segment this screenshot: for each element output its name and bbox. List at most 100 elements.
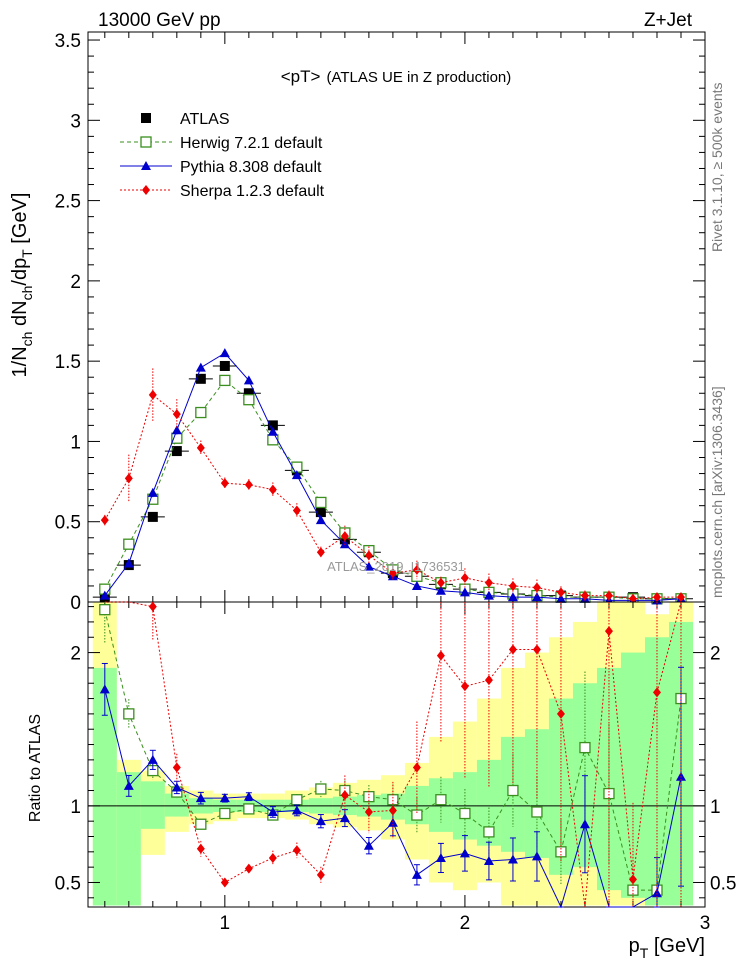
main-point bbox=[459, 587, 470, 597]
main-point bbox=[268, 484, 277, 495]
ratio-series-0 bbox=[99, 602, 687, 907]
ratio-point bbox=[339, 813, 350, 823]
main-point bbox=[435, 585, 446, 595]
main-point bbox=[123, 558, 134, 568]
main-point bbox=[364, 550, 373, 561]
legend-item: Pythia 8.308 default bbox=[120, 159, 322, 176]
main-point bbox=[292, 505, 301, 516]
main-point bbox=[124, 473, 133, 484]
main-ytick-label: 3.5 bbox=[55, 31, 81, 52]
ratio-point bbox=[507, 854, 518, 864]
main-point bbox=[267, 426, 278, 436]
ratio-point bbox=[388, 805, 397, 816]
ratio-point bbox=[123, 780, 134, 790]
main-ylabel: 1/Nch dNch/dpT [GeV] bbox=[9, 193, 35, 378]
watermark: ATLAS_2019_I1736531 bbox=[327, 559, 465, 574]
legend-marker bbox=[142, 185, 150, 195]
ratio-point bbox=[532, 644, 541, 655]
main-point bbox=[652, 592, 661, 603]
main-point bbox=[171, 425, 182, 435]
main-point bbox=[220, 478, 229, 489]
ratio-point bbox=[99, 684, 110, 694]
ratio-point bbox=[171, 782, 182, 792]
main-point bbox=[267, 420, 278, 431]
main-point bbox=[196, 442, 205, 453]
ratio-series-1 bbox=[99, 662, 686, 909]
main-point bbox=[532, 582, 541, 593]
ratio-point bbox=[291, 805, 302, 815]
ratio-point bbox=[483, 856, 494, 866]
main-point bbox=[316, 547, 325, 558]
main-point bbox=[676, 592, 685, 603]
ratio-point bbox=[579, 819, 590, 829]
ratio-point bbox=[556, 708, 565, 719]
main-title-sub: (ATLAS UE in Z production) bbox=[326, 69, 511, 86]
main-point bbox=[148, 389, 157, 400]
ratio-point bbox=[148, 601, 157, 612]
ratio-point bbox=[268, 852, 277, 863]
main-ytick-label: 2.5 bbox=[55, 192, 81, 213]
ratio-point bbox=[243, 803, 255, 815]
main-point bbox=[340, 531, 349, 542]
main-ytick-label: 2 bbox=[70, 272, 81, 293]
ratio-point bbox=[435, 794, 447, 806]
ratio-point bbox=[531, 851, 542, 861]
ratio-point bbox=[436, 650, 445, 661]
legend-marker bbox=[141, 113, 151, 123]
main-point bbox=[147, 511, 158, 522]
ratio-point bbox=[196, 843, 205, 854]
main-point bbox=[556, 587, 565, 598]
main-point bbox=[171, 446, 182, 457]
legend-marker bbox=[140, 136, 152, 148]
main-point bbox=[219, 360, 230, 371]
ratio-point bbox=[315, 783, 327, 795]
ratio-point bbox=[219, 793, 230, 803]
main-point bbox=[315, 507, 326, 518]
ratio-ytick-label-right: 0.5 bbox=[710, 873, 736, 894]
ratio-ytick-label: 2 bbox=[70, 644, 81, 665]
ratio-point bbox=[604, 626, 613, 637]
side-label-top: Rivet 3.1.10, ≥ 500k events bbox=[709, 82, 725, 252]
ratio-xtick-label: 3 bbox=[700, 913, 711, 934]
ratio-point bbox=[99, 604, 111, 616]
main-point bbox=[267, 434, 279, 446]
ratio-point bbox=[411, 809, 423, 821]
ratio-ytick-label-right: 1 bbox=[710, 797, 721, 818]
ratio-point bbox=[628, 874, 637, 885]
ratio-point bbox=[267, 806, 278, 816]
ratio-frame bbox=[87, 601, 706, 908]
main-point bbox=[604, 590, 613, 601]
main-ytick-label: 0.5 bbox=[55, 513, 81, 534]
main-panel: 0 0.5 1 1.5 2 2.5 3 3.5 ATLAS_2019_I1736531 <pT… bbox=[9, 31, 706, 614]
main-ytick-label: 1.5 bbox=[55, 352, 81, 373]
ratio-point bbox=[315, 816, 326, 826]
ratio-point bbox=[172, 762, 181, 773]
main-point bbox=[315, 496, 327, 509]
ratio-point bbox=[531, 806, 543, 818]
ratio-band-green bbox=[140, 781, 165, 829]
main-point bbox=[243, 388, 254, 399]
legend-label: ATLAS bbox=[180, 111, 230, 128]
legend-item: ATLAS bbox=[141, 111, 230, 128]
legend-marker bbox=[141, 161, 151, 170]
ratio-point bbox=[244, 863, 253, 874]
ratio-ytick-label: 0.5 bbox=[55, 873, 81, 894]
main-point bbox=[219, 374, 231, 387]
ratio-point bbox=[291, 794, 303, 806]
main-ytick-label: 1 bbox=[70, 432, 81, 453]
main-point bbox=[580, 590, 589, 601]
ratio-point bbox=[652, 687, 661, 698]
legend: ATLAS Herwig 7.2.1 default Pythia 8.308 de… bbox=[120, 111, 325, 200]
main-point bbox=[243, 394, 255, 406]
main-point bbox=[195, 406, 207, 419]
main-ytick-label: 3 bbox=[70, 111, 81, 132]
ratio-point bbox=[483, 826, 495, 838]
ratio-point bbox=[220, 877, 229, 888]
ratio-point bbox=[651, 888, 662, 898]
ratio-ylabel: Ratio to ATLAS bbox=[27, 714, 44, 822]
ratio-ytick-label-right: 2 bbox=[710, 644, 721, 665]
main-point bbox=[195, 373, 206, 384]
main-point bbox=[508, 580, 517, 591]
main-point bbox=[243, 375, 254, 385]
